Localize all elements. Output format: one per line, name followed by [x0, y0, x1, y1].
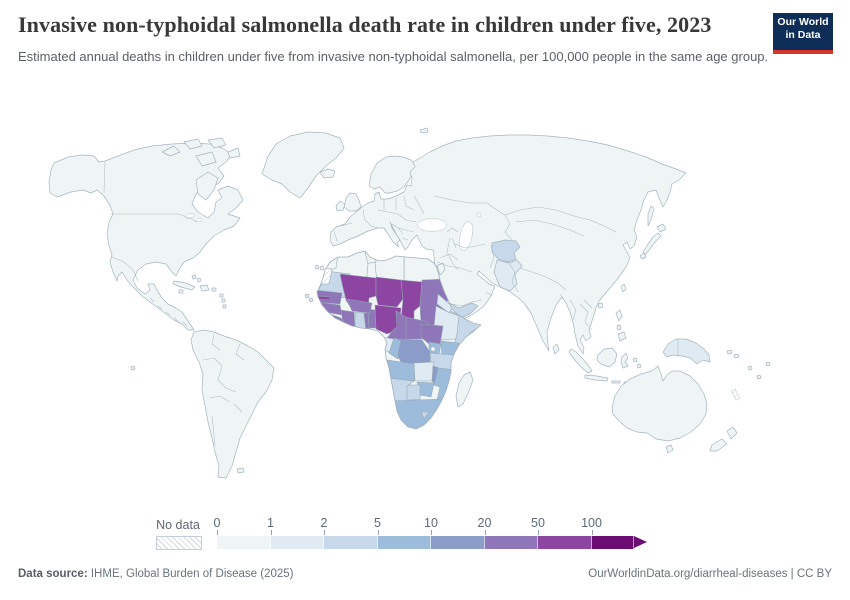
region-pacific-islands — [726, 349, 771, 380]
legend-bin-50-100[interactable] — [538, 536, 592, 549]
africa-outline — [316, 250, 482, 430]
lakes — [184, 212, 482, 352]
country-australia[interactable] — [611, 365, 708, 454]
country-cote-divoire[interactable] — [340, 309, 356, 329]
country-borders — [103, 161, 679, 447]
country-madagascar[interactable] — [455, 371, 474, 408]
owid-logo[interactable]: Our World in Data — [773, 13, 833, 54]
chart-title: Invasive non-typhoidal salmonella death … — [18, 12, 712, 37]
landmasses — [48, 127, 771, 479]
region-hispaniola[interactable] — [199, 284, 210, 292]
legend-tick-label: 1 — [267, 516, 274, 530]
country-cape-verde[interactable] — [304, 293, 314, 303]
aral-sea — [476, 212, 482, 218]
great-lakes-east — [195, 217, 203, 223]
region-caribbean-islands — [178, 274, 227, 309]
legend-bin-2-5[interactable] — [324, 536, 378, 549]
region-hainan — [597, 302, 604, 309]
region-south-america[interactable] — [190, 329, 275, 479]
legend-tick-label: 0 — [213, 516, 221, 530]
country-gambia[interactable] — [315, 295, 331, 301]
legend-tick — [484, 530, 486, 535]
chart-header: Invasive non-typhoidal salmonella death … — [18, 10, 833, 67]
legend-tick-label: 100 — [581, 516, 602, 530]
country-philippines[interactable] — [615, 309, 627, 342]
region-sakhalin — [647, 205, 655, 227]
owid-logo-line2: in Data — [785, 29, 821, 42]
legend-tick-label: 5 — [374, 516, 381, 530]
owid-logo-line1: Our World — [777, 16, 829, 28]
owid-logo-redbar — [773, 50, 833, 54]
country-burkina-faso[interactable] — [346, 298, 373, 314]
legend-no-data-swatch[interactable] — [156, 536, 202, 550]
country-lesotho[interactable] — [420, 411, 430, 420]
black-sea — [417, 218, 447, 232]
legend-tick — [324, 530, 325, 535]
legend-tick — [591, 530, 593, 535]
region-galapagos — [130, 365, 136, 371]
footer-link[interactable]: OurWorldinData.org/diarrheal-diseases | … — [588, 568, 832, 580]
country-pakistan[interactable] — [493, 259, 523, 292]
legend-tick-label: 50 — [531, 516, 545, 530]
legend-tick — [270, 530, 272, 535]
country-papua-new-guinea[interactable] — [662, 338, 711, 365]
country-japan[interactable] — [639, 223, 667, 260]
legend-bin-10-20[interactable] — [431, 536, 485, 549]
legend-tick — [431, 530, 432, 535]
country-zambia[interactable] — [413, 361, 435, 382]
legend-arrow — [634, 536, 647, 548]
legend-bin-5-10[interactable] — [377, 536, 431, 549]
country-iceland[interactable] — [319, 168, 336, 179]
region-new-caledonia[interactable] — [730, 388, 741, 401]
chart-subtitle: Estimated annual deaths in children unde… — [18, 49, 769, 65]
lake-victoria — [430, 346, 436, 352]
country-angola[interactable] — [386, 359, 417, 382]
chart-footer: Data source: IHME, Global Burden of Dise… — [18, 568, 832, 580]
legend-bin-20-50[interactable] — [484, 536, 538, 549]
region-svalbard — [419, 127, 429, 134]
country-afghanistan[interactable] — [491, 239, 521, 263]
legend-bin-0-1[interactable] — [217, 536, 271, 549]
country-niger[interactable] — [375, 276, 404, 308]
region-arctic-islands[interactable] — [161, 137, 241, 201]
data-source: Data source: IHME, Global Burden of Dise… — [18, 568, 294, 580]
legend-tick-label: 2 — [320, 516, 328, 530]
country-cuba[interactable] — [172, 280, 196, 291]
legend-tick-label: 10 — [424, 516, 438, 530]
legend-bin-1-2[interactable] — [270, 536, 324, 549]
legend-tick — [217, 530, 218, 535]
country-taiwan[interactable] — [620, 283, 627, 293]
legend-no-data-label: No data — [156, 518, 200, 532]
country-greenland[interactable] — [261, 131, 345, 199]
legend-bin-100plus[interactable] — [591, 536, 634, 549]
country-congo[interactable] — [388, 337, 402, 360]
caspian-sea — [459, 221, 473, 251]
legend-tick-label: 20 — [477, 516, 492, 530]
region-north-america[interactable] — [48, 142, 244, 331]
region-canary-islands — [314, 264, 325, 271]
region-sinai — [436, 262, 446, 276]
country-united-kingdom[interactable] — [343, 192, 362, 212]
data-source-value: IHME, Global Burden of Disease (2025) — [87, 568, 294, 580]
region-falkland-islands — [236, 467, 245, 474]
country-mozambique[interactable] — [433, 367, 457, 404]
country-ireland[interactable] — [335, 200, 346, 212]
legend-colorbar: 0 1 2 5 10 20 50 100 — [214, 516, 651, 549]
country-new-zealand[interactable] — [709, 426, 738, 452]
country-sri-lanka[interactable] — [552, 343, 560, 355]
data-source-label: Data source: — [18, 568, 88, 580]
legend-tick — [377, 530, 379, 535]
legend-tick — [538, 530, 539, 535]
